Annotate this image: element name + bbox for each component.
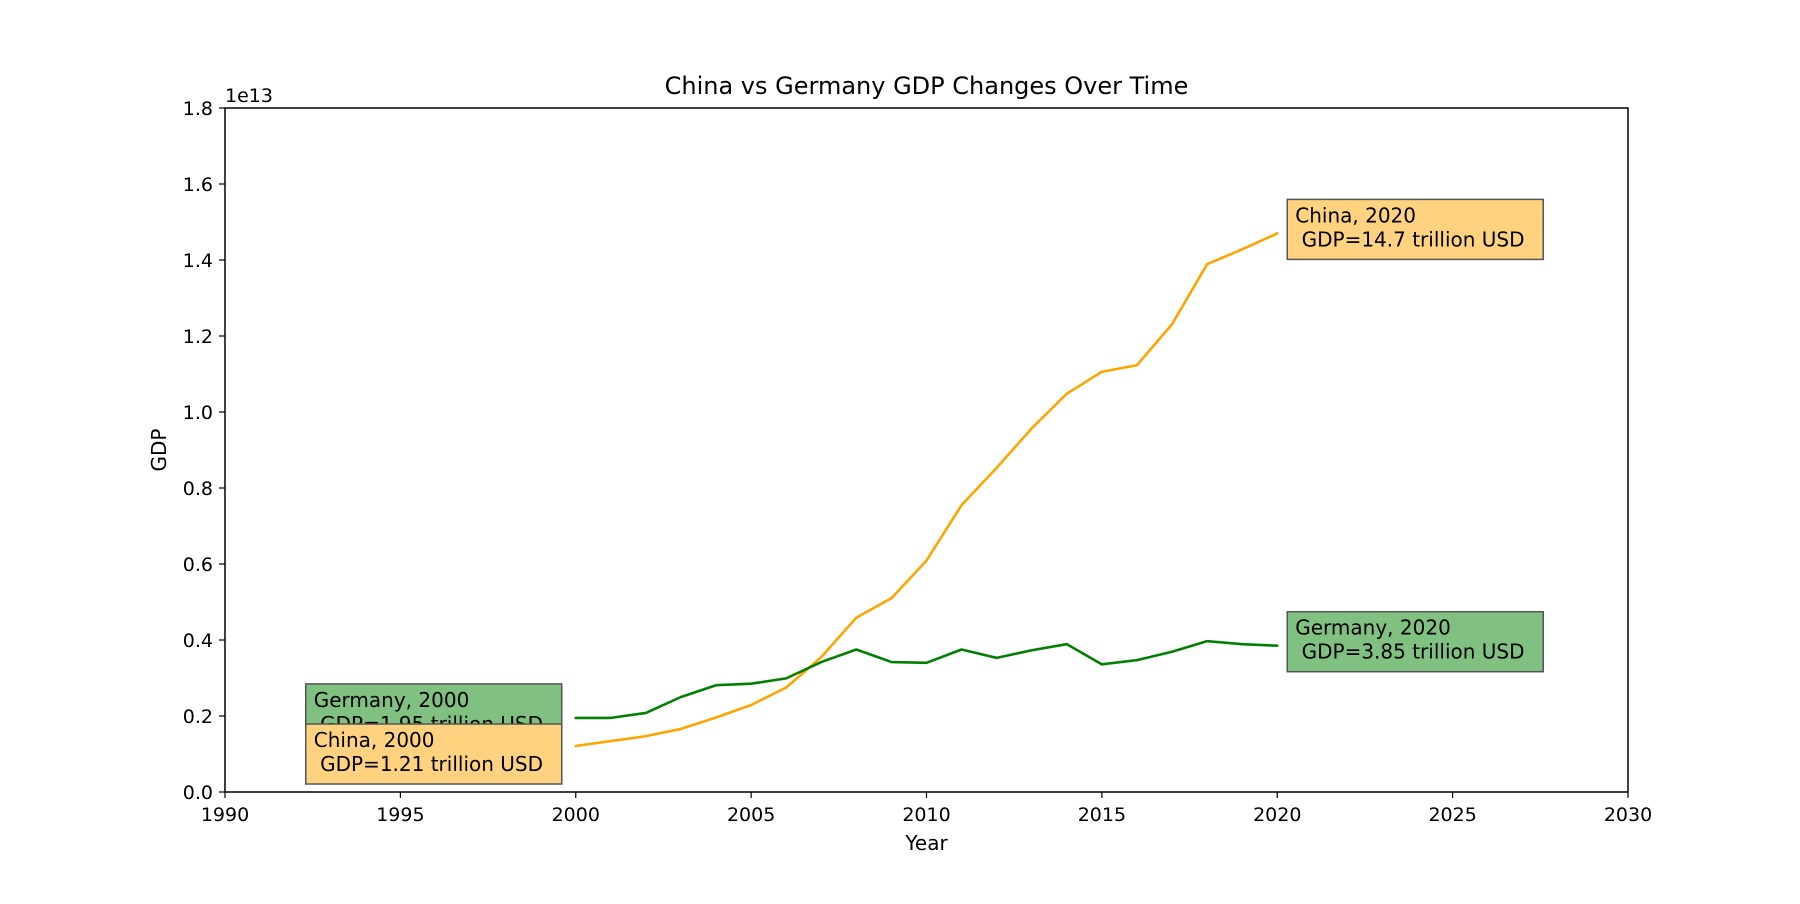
x-tick-label: 2015 <box>1078 804 1126 826</box>
chart-title: China vs Germany GDP Changes Over Time <box>665 72 1189 100</box>
x-tick-label: 2025 <box>1428 804 1476 826</box>
y-tick-label: 0.6 <box>183 554 213 576</box>
annotation-text: Germany, 2020 <box>1295 616 1451 640</box>
annotation-china-2020: China, 2020 GDP=14.7 trillion USD <box>1287 199 1543 259</box>
y-tick-label: 0.0 <box>183 782 213 804</box>
x-tick-label: 2020 <box>1253 804 1301 826</box>
x-tick-label: 2010 <box>902 804 950 826</box>
annotation-text: GDP=1.21 trillion USD <box>314 752 543 776</box>
annotation-germany-2020: Germany, 2020 GDP=3.85 trillion USD <box>1287 612 1543 672</box>
series-line-germany <box>576 641 1278 718</box>
chart-annotations: Germany, 2000 GDP=1.95 trillion USDChina… <box>306 199 1544 784</box>
y-axis-label: GDP <box>147 429 171 472</box>
annotation-text: GDP=14.7 trillion USD <box>1295 227 1524 251</box>
annotation-text: Germany, 2000 <box>314 688 470 712</box>
x-tick-label: 2030 <box>1604 804 1652 826</box>
x-tick-label: 2005 <box>727 804 775 826</box>
annotation-text: China, 2000 <box>314 728 435 752</box>
y-tick-label: 1.0 <box>183 402 213 424</box>
x-tick-label: 1995 <box>376 804 424 826</box>
x-tick-label: 1990 <box>201 804 249 826</box>
y-tick-label: 0.2 <box>183 706 213 728</box>
series-line-china <box>576 233 1278 746</box>
y-tick-label: 1.4 <box>183 250 213 272</box>
y-tick-label: 1.6 <box>183 174 213 196</box>
y-tick-label: 0.8 <box>183 478 213 500</box>
annotation-text: China, 2020 <box>1295 203 1416 227</box>
x-tick-label: 2000 <box>552 804 600 826</box>
annotation-china-2000: China, 2000 GDP=1.21 trillion USD <box>306 724 562 784</box>
chart-marks <box>576 233 1278 746</box>
y-tick-label: 0.4 <box>183 630 213 652</box>
y-tick-label: 1.2 <box>183 326 213 348</box>
y-axis-offset-label: 1e13 <box>225 85 273 107</box>
x-axis-label: Year <box>904 831 948 855</box>
y-tick-label: 1.8 <box>183 98 213 120</box>
annotation-text: GDP=3.85 trillion USD <box>1295 640 1524 664</box>
